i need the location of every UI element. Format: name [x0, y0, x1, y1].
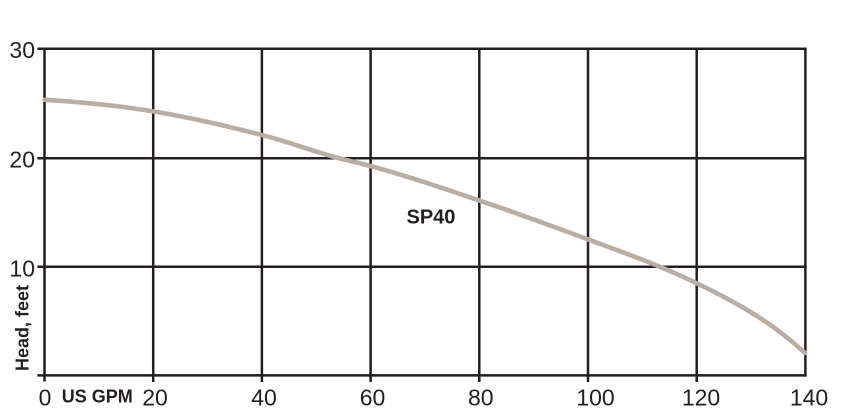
- svg-text:80: 80: [468, 385, 494, 411]
- svg-text:60: 60: [360, 385, 386, 411]
- svg-text:SP40: SP40: [407, 207, 456, 229]
- svg-text:10: 10: [9, 255, 35, 281]
- svg-text:120: 120: [682, 385, 720, 411]
- svg-text:Head, feet: Head, feet: [13, 285, 33, 371]
- svg-text:0: 0: [39, 385, 52, 411]
- svg-text:30: 30: [9, 37, 35, 63]
- svg-text:140: 140: [790, 385, 828, 411]
- svg-text:100: 100: [576, 385, 614, 411]
- svg-text:US GPM: US GPM: [62, 387, 133, 407]
- svg-text:40: 40: [251, 385, 277, 411]
- svg-text:20: 20: [142, 385, 168, 411]
- svg-text:20: 20: [9, 146, 35, 172]
